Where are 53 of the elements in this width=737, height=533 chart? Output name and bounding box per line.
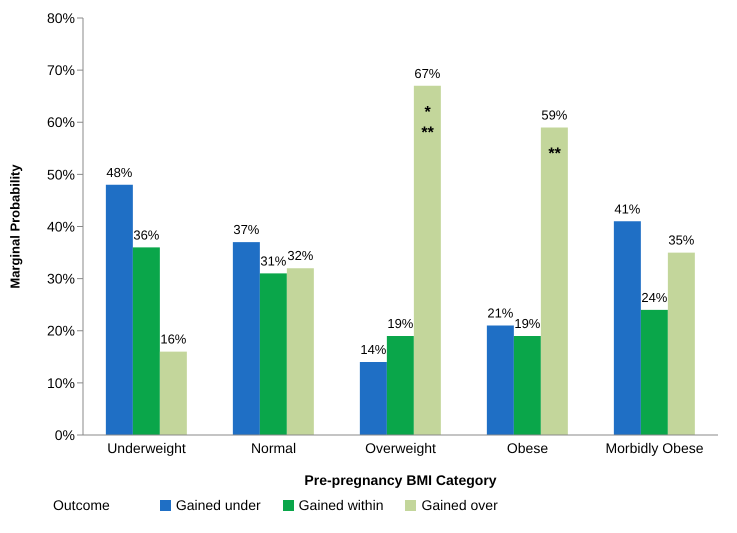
bar	[386, 336, 414, 435]
bar	[360, 362, 387, 435]
legend-title: Outcome	[53, 497, 110, 513]
data-label: 32%	[287, 248, 314, 264]
data-label: 41%	[614, 201, 641, 216]
bar	[132, 247, 160, 435]
annotation: *	[424, 104, 432, 121]
bar	[106, 184, 133, 435]
bar	[286, 268, 314, 435]
annotation: **	[421, 124, 435, 142]
y-tick-label: 20%	[46, 322, 75, 339]
legend-label: Gained under	[174, 497, 261, 513]
data-label: 19%	[387, 316, 414, 331]
data-label: 48%	[106, 164, 133, 180]
annotation: **	[548, 146, 562, 163]
data-label: 37%	[233, 222, 260, 238]
bar	[160, 352, 187, 435]
data-label: 36%	[133, 227, 160, 242]
data-label: 67%	[414, 66, 441, 81]
y-tick-label: 30%	[46, 270, 75, 287]
legend-label: Gained over	[420, 497, 498, 513]
x-tick-label: Morbidly Obese	[605, 440, 704, 456]
y-axis-title: Marginal Probability	[8, 164, 23, 289]
data-label: 21%	[487, 306, 514, 321]
x-tick-label: Underweight	[107, 440, 186, 456]
y-tick-label: 0%	[54, 426, 75, 443]
data-label: 24%	[641, 290, 668, 305]
bar	[640, 310, 668, 435]
data-label: 14%	[360, 342, 387, 358]
bar	[260, 273, 287, 435]
y-tick-label: 80%	[46, 10, 75, 26]
data-label: 19%	[514, 316, 541, 331]
y-tick-label: 60%	[46, 114, 75, 130]
x-tick-label: Overweight	[365, 440, 436, 456]
y-tick-label: 50%	[46, 166, 75, 182]
data-label: 31%	[260, 253, 287, 268]
bar	[514, 336, 541, 435]
bar	[540, 127, 568, 435]
bar	[232, 242, 260, 435]
y-tick-label: 40%	[46, 218, 75, 234]
bar	[414, 86, 441, 435]
data-label: 59%	[541, 107, 568, 122]
x-tick-label: Obese	[506, 440, 548, 456]
legend-label: Gained within	[298, 497, 384, 513]
y-tick-label: 10%	[46, 374, 75, 391]
bar	[614, 221, 641, 435]
bar	[668, 252, 695, 435]
data-label: 16%	[160, 332, 187, 347]
x-axis-title: Pre-pregnancy BMI Category	[304, 472, 497, 488]
data-label: 35%	[668, 232, 695, 248]
bar	[486, 326, 514, 435]
y-tick-label: 70%	[46, 62, 75, 78]
x-tick-label: Normal	[250, 440, 296, 456]
